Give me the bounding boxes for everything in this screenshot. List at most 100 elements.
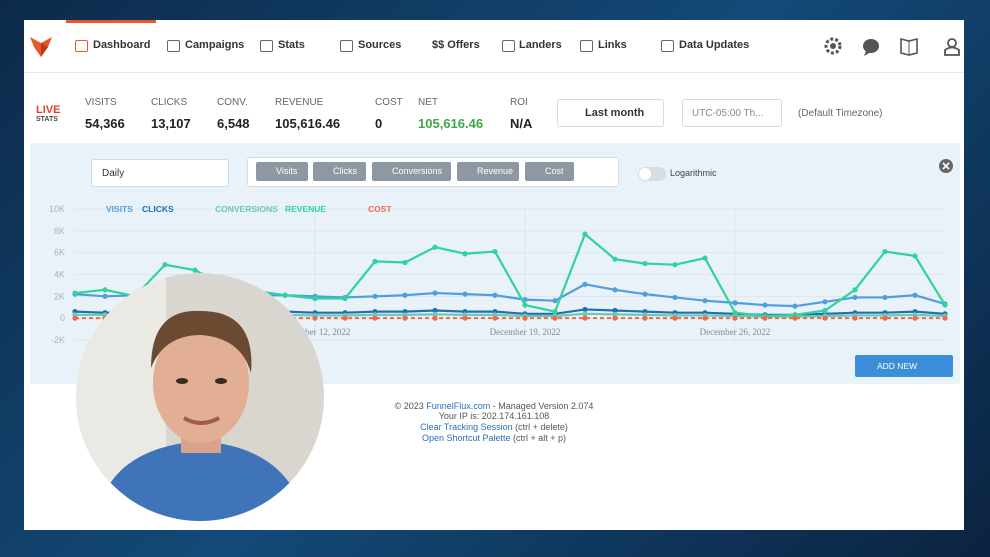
nav-item[interactable]: Data Updates — [679, 39, 750, 51]
data-point — [762, 315, 768, 321]
footer-ip: Your IP is: 202.174.161.108 — [438, 411, 550, 421]
data-point — [342, 295, 348, 302]
stat-label: CONV. — [217, 97, 248, 108]
granularity-select[interactable]: Daily — [91, 159, 229, 187]
log-toggle[interactable] — [638, 167, 666, 181]
site-link[interactable]: FunnelFlux.com — [426, 401, 491, 411]
data-point — [882, 248, 888, 255]
nav-item[interactable]: Landers — [519, 39, 562, 51]
data-point — [762, 302, 768, 308]
footer-palette: Open Shortcut Palette (ctrl + alt + p) — [250, 433, 738, 443]
timezone-note: (Default Timezone) — [798, 108, 883, 119]
clear-link[interactable]: Clear Tracking Session — [420, 422, 513, 432]
data-point — [732, 300, 738, 306]
date-range-select[interactable]: Last month — [557, 99, 664, 127]
metric-chip[interactable]: Visits — [256, 162, 308, 181]
nav-icon — [260, 40, 273, 52]
footer-copyright: © 2023 FunnelFlux.com - Managed Version … — [250, 401, 738, 411]
data-point — [732, 315, 738, 321]
data-point — [882, 315, 888, 321]
timezone-select[interactable]: UTC-05:00 Th... — [682, 99, 782, 127]
legend-label: CLICKS — [142, 204, 174, 214]
data-point — [822, 299, 828, 305]
data-point — [402, 292, 408, 298]
data-point — [912, 315, 918, 321]
nav-item[interactable]: Dashboard — [93, 39, 151, 51]
close-button[interactable] — [938, 158, 954, 174]
data-point — [792, 303, 798, 309]
nav-icon — [502, 40, 515, 52]
legend-label: CONVERSIONS — [215, 204, 278, 214]
add-widget-button[interactable]: ADD NEW WIDGET — [855, 355, 953, 393]
data-point — [432, 307, 438, 314]
data-point — [462, 251, 468, 257]
stat-label: NET — [418, 97, 438, 108]
palette-link[interactable]: Open Shortcut Palette — [421, 433, 511, 443]
metric-chip[interactable]: Clicks — [313, 162, 366, 181]
data-point — [642, 260, 648, 267]
nav-item[interactable]: Stats — [278, 39, 305, 51]
data-point — [492, 248, 498, 255]
stat-label: COST — [375, 97, 403, 108]
data-point — [582, 281, 588, 287]
data-point — [582, 315, 588, 321]
y-tick-label: 0 — [60, 313, 65, 323]
data-point — [612, 287, 618, 293]
data-point — [162, 262, 168, 268]
data-point — [372, 258, 378, 264]
nav-item[interactable]: $$ Offers — [432, 39, 480, 51]
data-point — [642, 315, 648, 321]
data-point — [612, 307, 618, 314]
metric-chip[interactable]: Revenue — [457, 162, 519, 181]
data-point — [582, 306, 588, 313]
stat-value: 0 — [375, 116, 383, 131]
data-point — [852, 315, 858, 321]
settings-icon[interactable] — [824, 37, 842, 55]
legend-label: REVENUE — [285, 204, 326, 214]
nav-icon — [340, 40, 353, 52]
stat-value: 105,616.46 — [275, 116, 341, 131]
text: (ctrl + alt + p) — [510, 433, 567, 443]
data-point — [882, 294, 888, 301]
data-point — [702, 255, 708, 261]
data-point — [582, 231, 588, 237]
metric-chip[interactable]: Cost — [525, 162, 574, 181]
text: (ctrl + delete) — [512, 422, 568, 432]
y-tick-label: 2K — [54, 291, 65, 301]
legend-label: COST — [368, 204, 392, 214]
stat-value: 6,548 — [217, 116, 250, 131]
active-indicator — [66, 20, 156, 23]
nav-item[interactable]: Links — [598, 39, 627, 51]
y-tick-label: 8K — [54, 226, 65, 236]
live-label: LIVE — [36, 104, 61, 116]
log-label: Logarithmic — [670, 168, 717, 178]
data-point — [432, 244, 438, 250]
data-point — [462, 315, 468, 321]
data-point — [492, 315, 498, 321]
nav-item[interactable]: Sources — [358, 39, 402, 51]
webcam-overlay — [76, 273, 324, 521]
data-point — [612, 311, 618, 317]
stat-value: 13,107 — [151, 116, 191, 131]
data-point — [612, 256, 618, 262]
data-point — [942, 302, 948, 308]
data-point — [462, 291, 468, 297]
data-point — [642, 291, 648, 297]
text: © 2023 — [394, 401, 427, 411]
y-tick-label: 10K — [49, 204, 65, 214]
data-point — [372, 315, 378, 321]
chat-icon[interactable] — [863, 39, 879, 53]
nav-icon — [167, 40, 180, 52]
data-point — [432, 315, 438, 321]
x-tick-label: December 19, 2022 — [490, 327, 561, 337]
data-point — [312, 315, 318, 321]
data-point — [822, 315, 828, 321]
data-point — [72, 315, 78, 321]
data-point — [852, 294, 858, 301]
metric-chip[interactable]: Conversions — [372, 162, 451, 181]
nav-item[interactable]: Campaigns — [185, 39, 245, 51]
data-point — [522, 302, 528, 308]
data-point — [702, 298, 708, 304]
